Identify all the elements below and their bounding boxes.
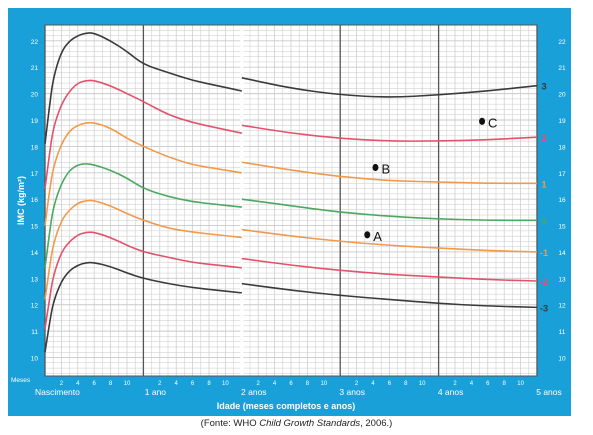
x-month-label: 8 (109, 381, 113, 387)
x-month-label: 2 (158, 381, 162, 387)
y-tick-label-left: 20 (31, 92, 39, 99)
y-tick-label-left: 14 (31, 250, 39, 257)
x-month-label: 8 (306, 381, 310, 387)
x-month-label: 4 (470, 381, 474, 387)
x-year-label: 1 ano (145, 387, 167, 397)
data-point-c (479, 117, 486, 125)
y-tick-label-left: 11 (31, 329, 38, 336)
y-tick-label-right: 17 (558, 171, 566, 178)
x-month-label: 2 (355, 381, 359, 387)
series-line-minus3 (44, 261, 242, 353)
x-month-label: 2 (257, 381, 261, 387)
y-tick-label-right: 16 (558, 197, 566, 204)
x-month-label: 10 (419, 381, 426, 387)
y-axis-label: IMC (kg/m²) (16, 176, 26, 225)
x-year-label: 5 anos (536, 387, 562, 397)
x-year-label: 4 anos (438, 387, 464, 397)
series-line-minus1 (44, 199, 242, 300)
y-tick-label-right: 15 (558, 224, 566, 231)
series-label-2: 2 (541, 133, 546, 144)
y-tick-label-left: 21 (31, 65, 39, 72)
y-tick-label-left: 19 (31, 118, 39, 125)
series-label-1: 1 (541, 179, 547, 190)
caption-italic: Child Growth Standards (259, 418, 361, 429)
x-year-label: Nascimento (35, 387, 80, 397)
y-tick-label-right: 14 (558, 250, 566, 257)
x-unit-label: Meses (11, 377, 31, 384)
y-tick-label-left: 10 (31, 356, 39, 363)
x-month-label: 2 (453, 381, 457, 387)
data-point-b (372, 163, 379, 172)
y-tick-label-left: 12 (31, 303, 39, 310)
y-tick-label-left: 16 (31, 197, 39, 204)
y-tick-label-left: 22 (31, 39, 39, 46)
x-month-label: 6 (93, 381, 97, 387)
y-tick-label-right: 21 (558, 65, 566, 72)
y-tick-label-left: 17 (31, 171, 39, 178)
series-label-3: 3 (541, 82, 546, 93)
x-month-label: 4 (76, 381, 80, 387)
y-tick-label-right: 11 (559, 329, 566, 336)
series-line-3 (44, 32, 242, 144)
series-label-minus1: -1 (540, 248, 549, 259)
x-month-label: 6 (388, 381, 392, 387)
series-line-minus3 (241, 282, 538, 309)
x-month-label: 10 (320, 381, 327, 387)
series-line-minus1 (241, 228, 538, 253)
y-tick-label-left: 13 (31, 276, 39, 283)
x-month-label: 10 (517, 381, 524, 387)
caption-prefix: (Fonte: WHO (200, 418, 260, 429)
x-month-label: 4 (175, 381, 179, 387)
series-line-0 (241, 198, 537, 222)
series-line-2 (241, 124, 538, 142)
series-line-minus2 (44, 231, 242, 329)
y-tick-label-left: 15 (31, 224, 39, 231)
x-month-label: 6 (289, 381, 293, 387)
y-tick-label-right: 13 (558, 276, 566, 283)
x-month-label: 8 (404, 381, 408, 387)
y-tick-label-right: 22 (558, 39, 566, 46)
series-line-1 (44, 121, 242, 226)
y-tick-label-right: 18 (558, 144, 566, 151)
data-point-a (364, 231, 371, 239)
x-month-label: 10 (124, 381, 131, 387)
series-line-3 (241, 76, 538, 98)
series-line-minus2 (241, 257, 538, 282)
x-month-label: 4 (371, 381, 375, 387)
series-line-0 (44, 163, 242, 268)
y-tick-label-right: 10 (558, 356, 566, 363)
series-label-0: 0 (541, 216, 546, 227)
series-label-minus2: -2 (540, 277, 548, 288)
x-month-label: 2 (60, 381, 64, 387)
series-line-1 (241, 161, 537, 185)
x-month-label: 8 (503, 381, 507, 387)
x-month-label: 4 (273, 381, 277, 387)
x-axis-label: Idade (meses completos e anos) (217, 401, 356, 411)
x-month-label: 10 (222, 381, 229, 387)
series-line-2 (44, 79, 242, 189)
x-year-label: 2 anos (241, 387, 267, 397)
x-month-label: 8 (207, 381, 211, 387)
axis-break (240, 25, 244, 376)
point-label-b: B (381, 162, 390, 177)
point-label-c: C (488, 115, 497, 130)
caption-suffix: , 2006.) (360, 418, 393, 429)
y-tick-label-right: 12 (558, 303, 566, 310)
plot-border (44, 24, 538, 377)
point-label-a: A (373, 229, 382, 244)
figure-caption: (Fonte: WHO Child Growth Standards, 2006… (0, 418, 593, 429)
x-month-label: 6 (486, 381, 490, 387)
y-tick-label-right: 19 (558, 118, 566, 125)
series-label-minus3: -3 (540, 303, 548, 314)
x-month-label: 6 (191, 381, 195, 387)
x-year-label: 3 anos (339, 387, 365, 397)
y-tick-label-left: 18 (31, 144, 39, 151)
y-tick-label-right: 20 (558, 92, 566, 99)
